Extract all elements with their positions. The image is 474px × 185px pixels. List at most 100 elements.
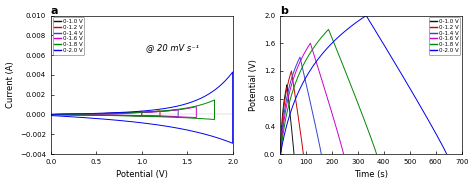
0-1.0 V <box>281 101 287 103</box>
0-2.0 V <box>48 115 54 117</box>
0-1.4 V <box>278 153 283 155</box>
0-1.6 V <box>340 151 346 153</box>
0-2.0 V <box>96 112 102 114</box>
0-1.6 V <box>146 111 152 113</box>
0-1.0 V <box>278 153 283 155</box>
Line: 0-1.0 V: 0-1.0 V <box>51 112 142 116</box>
0-1.8 V <box>103 112 109 115</box>
0-2.0 V <box>206 93 211 95</box>
Y-axis label: Current (A): Current (A) <box>6 61 15 108</box>
0-1.8 V <box>338 60 344 62</box>
0-1.8 V <box>48 114 54 116</box>
0-1.8 V <box>292 85 297 87</box>
Line: 0-1.6 V: 0-1.6 V <box>51 107 196 117</box>
Text: b: b <box>280 6 288 16</box>
0-1.6 V <box>305 46 310 49</box>
0-1.2 V <box>48 113 54 116</box>
0-1.0 V <box>286 101 292 103</box>
0-1.2 V <box>151 115 157 117</box>
0-1.6 V <box>186 116 191 118</box>
0-1.2 V <box>281 107 287 110</box>
0-1.4 V <box>175 109 181 111</box>
0-1.2 V <box>48 113 54 116</box>
0-1.0 V <box>291 152 297 154</box>
Y-axis label: Potential (V): Potential (V) <box>249 59 258 111</box>
0-1.8 V <box>91 112 97 115</box>
0-1.8 V <box>212 99 218 101</box>
0-1.6 V <box>97 112 103 115</box>
Line: 0-1.8 V: 0-1.8 V <box>51 100 215 120</box>
0-2.0 V <box>220 139 226 141</box>
0-1.0 V <box>291 153 297 155</box>
0-1.0 V <box>109 112 115 114</box>
0-1.4 V <box>303 81 309 83</box>
0-1.0 V <box>280 115 285 117</box>
0-2.0 V <box>302 77 308 79</box>
0-1.4 V <box>163 115 169 117</box>
Line: 0-1.8 V: 0-1.8 V <box>281 29 376 154</box>
0-2.0 V <box>364 14 369 17</box>
0-1.2 V <box>292 91 298 93</box>
Line: 0-2.0 V: 0-2.0 V <box>51 72 233 143</box>
0-1.2 V <box>301 153 306 155</box>
0-1.2 V <box>157 115 163 117</box>
0-2.0 V <box>323 49 328 51</box>
0-1.0 V <box>127 112 133 114</box>
0-1.0 V <box>48 113 54 116</box>
0-1.2 V <box>77 113 83 115</box>
0-1.0 V <box>48 113 54 116</box>
0-2.0 V <box>48 113 54 116</box>
0-1.0 V <box>72 113 78 115</box>
0-1.2 V <box>301 151 306 153</box>
0-2.0 V <box>230 71 236 73</box>
0-1.4 V <box>134 112 140 114</box>
Line: 0-1.0 V: 0-1.0 V <box>281 85 294 154</box>
0-1.2 V <box>278 153 283 155</box>
X-axis label: Time (s): Time (s) <box>354 170 388 179</box>
0-1.6 V <box>48 113 54 116</box>
0-2.0 V <box>385 50 391 52</box>
0-1.4 V <box>48 113 54 116</box>
0-1.6 V <box>87 113 92 115</box>
0-1.4 V <box>295 60 301 62</box>
0-1.6 V <box>193 106 199 108</box>
0-1.4 V <box>318 151 324 153</box>
0-1.2 V <box>143 111 148 113</box>
0-1.6 V <box>308 42 313 44</box>
0-1.8 V <box>303 59 309 61</box>
0-1.6 V <box>316 70 322 73</box>
0-1.6 V <box>174 109 180 111</box>
0-2.0 V <box>171 106 176 108</box>
0-1.2 V <box>147 115 153 117</box>
Legend: 0-1.0 V, 0-1.2 V, 0-1.4 V, 0-1.6 V, 0-1.8 V, 0-2.0 V: 0-1.0 V, 0-1.2 V, 0-1.4 V, 0-1.6 V, 0-1.… <box>53 17 84 55</box>
0-2.0 V <box>442 150 448 152</box>
0-2.0 V <box>109 112 115 114</box>
0-1.0 V <box>130 115 136 117</box>
0-1.4 V <box>319 153 324 155</box>
0-2.0 V <box>230 142 236 144</box>
0-1.6 V <box>180 116 185 118</box>
X-axis label: Potential (V): Potential (V) <box>116 170 168 179</box>
0-1.8 V <box>291 88 296 90</box>
0-1.6 V <box>193 116 199 119</box>
0-2.0 V <box>356 20 361 22</box>
Text: @ 20 mV s⁻¹: @ 20 mV s⁻¹ <box>146 43 200 52</box>
0-1.6 V <box>278 153 283 155</box>
0-2.0 V <box>444 153 449 155</box>
Text: a: a <box>51 6 58 16</box>
0-1.0 V <box>284 84 290 86</box>
0-1.4 V <box>288 80 293 82</box>
0-1.8 V <box>190 106 196 108</box>
0-1.0 V <box>134 115 140 117</box>
0-1.0 V <box>79 113 84 115</box>
0-1.8 V <box>278 153 283 155</box>
0-1.4 V <box>283 100 289 102</box>
0-2.0 V <box>278 153 283 155</box>
0-1.4 V <box>158 110 164 112</box>
0-1.0 V <box>283 86 289 89</box>
0-1.0 V <box>139 111 145 113</box>
0-1.4 V <box>48 113 54 116</box>
0-1.4 V <box>82 113 88 115</box>
0-1.4 V <box>175 115 181 118</box>
0-1.4 V <box>169 115 174 117</box>
